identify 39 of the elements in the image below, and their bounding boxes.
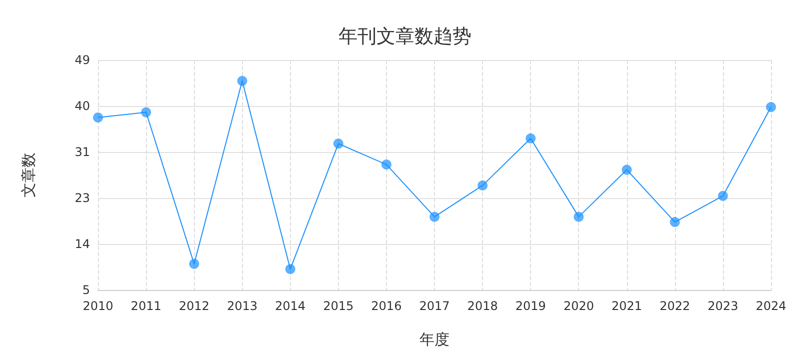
point (285, 264, 296, 274)
point (237, 76, 248, 86)
point (381, 160, 392, 170)
x-tick-label: 2013 (226, 299, 258, 313)
x-axis-title: 年度 (420, 330, 450, 348)
point (718, 190, 728, 201)
x-tick-label: 2021 (612, 299, 642, 313)
point (333, 138, 344, 149)
x-tick-label: 2017 (419, 299, 450, 313)
x-tick-label: 2012 (178, 299, 210, 313)
y-tick-label: 49 (74, 53, 90, 67)
x-tick-label: 2024 (756, 299, 786, 313)
point (430, 212, 440, 222)
point (141, 107, 152, 118)
x-tick-label: 2023 (708, 299, 738, 313)
point (478, 180, 488, 190)
chart-title: 年刊文章数趋势 (338, 26, 472, 48)
x-tick-label: 2019 (515, 299, 546, 313)
x-tick-label: 2018 (467, 299, 498, 313)
y-tick-label: 23 (74, 191, 90, 205)
x-tick-label: 2014 (275, 299, 306, 313)
y-tick-label: 31 (74, 145, 90, 159)
y-tick-label: 14 (74, 237, 90, 251)
point (574, 212, 584, 222)
point (93, 112, 103, 122)
x-tick-label: 2016 (371, 299, 402, 313)
point (766, 102, 776, 112)
point (189, 258, 200, 269)
x-tick-label: 2022 (660, 299, 690, 313)
y-tick-label: 5 (82, 283, 90, 297)
x-tick-label: 2010 (82, 299, 114, 313)
point (526, 133, 536, 144)
x-tick-label: 2011 (130, 299, 162, 313)
x-tick-label: 2020 (563, 299, 594, 313)
y-tick-label: 40 (74, 99, 90, 113)
point (622, 164, 632, 175)
y-axis-title: 文章数 (20, 152, 38, 198)
point (670, 217, 680, 228)
x-tick-label: 2015 (323, 299, 354, 313)
